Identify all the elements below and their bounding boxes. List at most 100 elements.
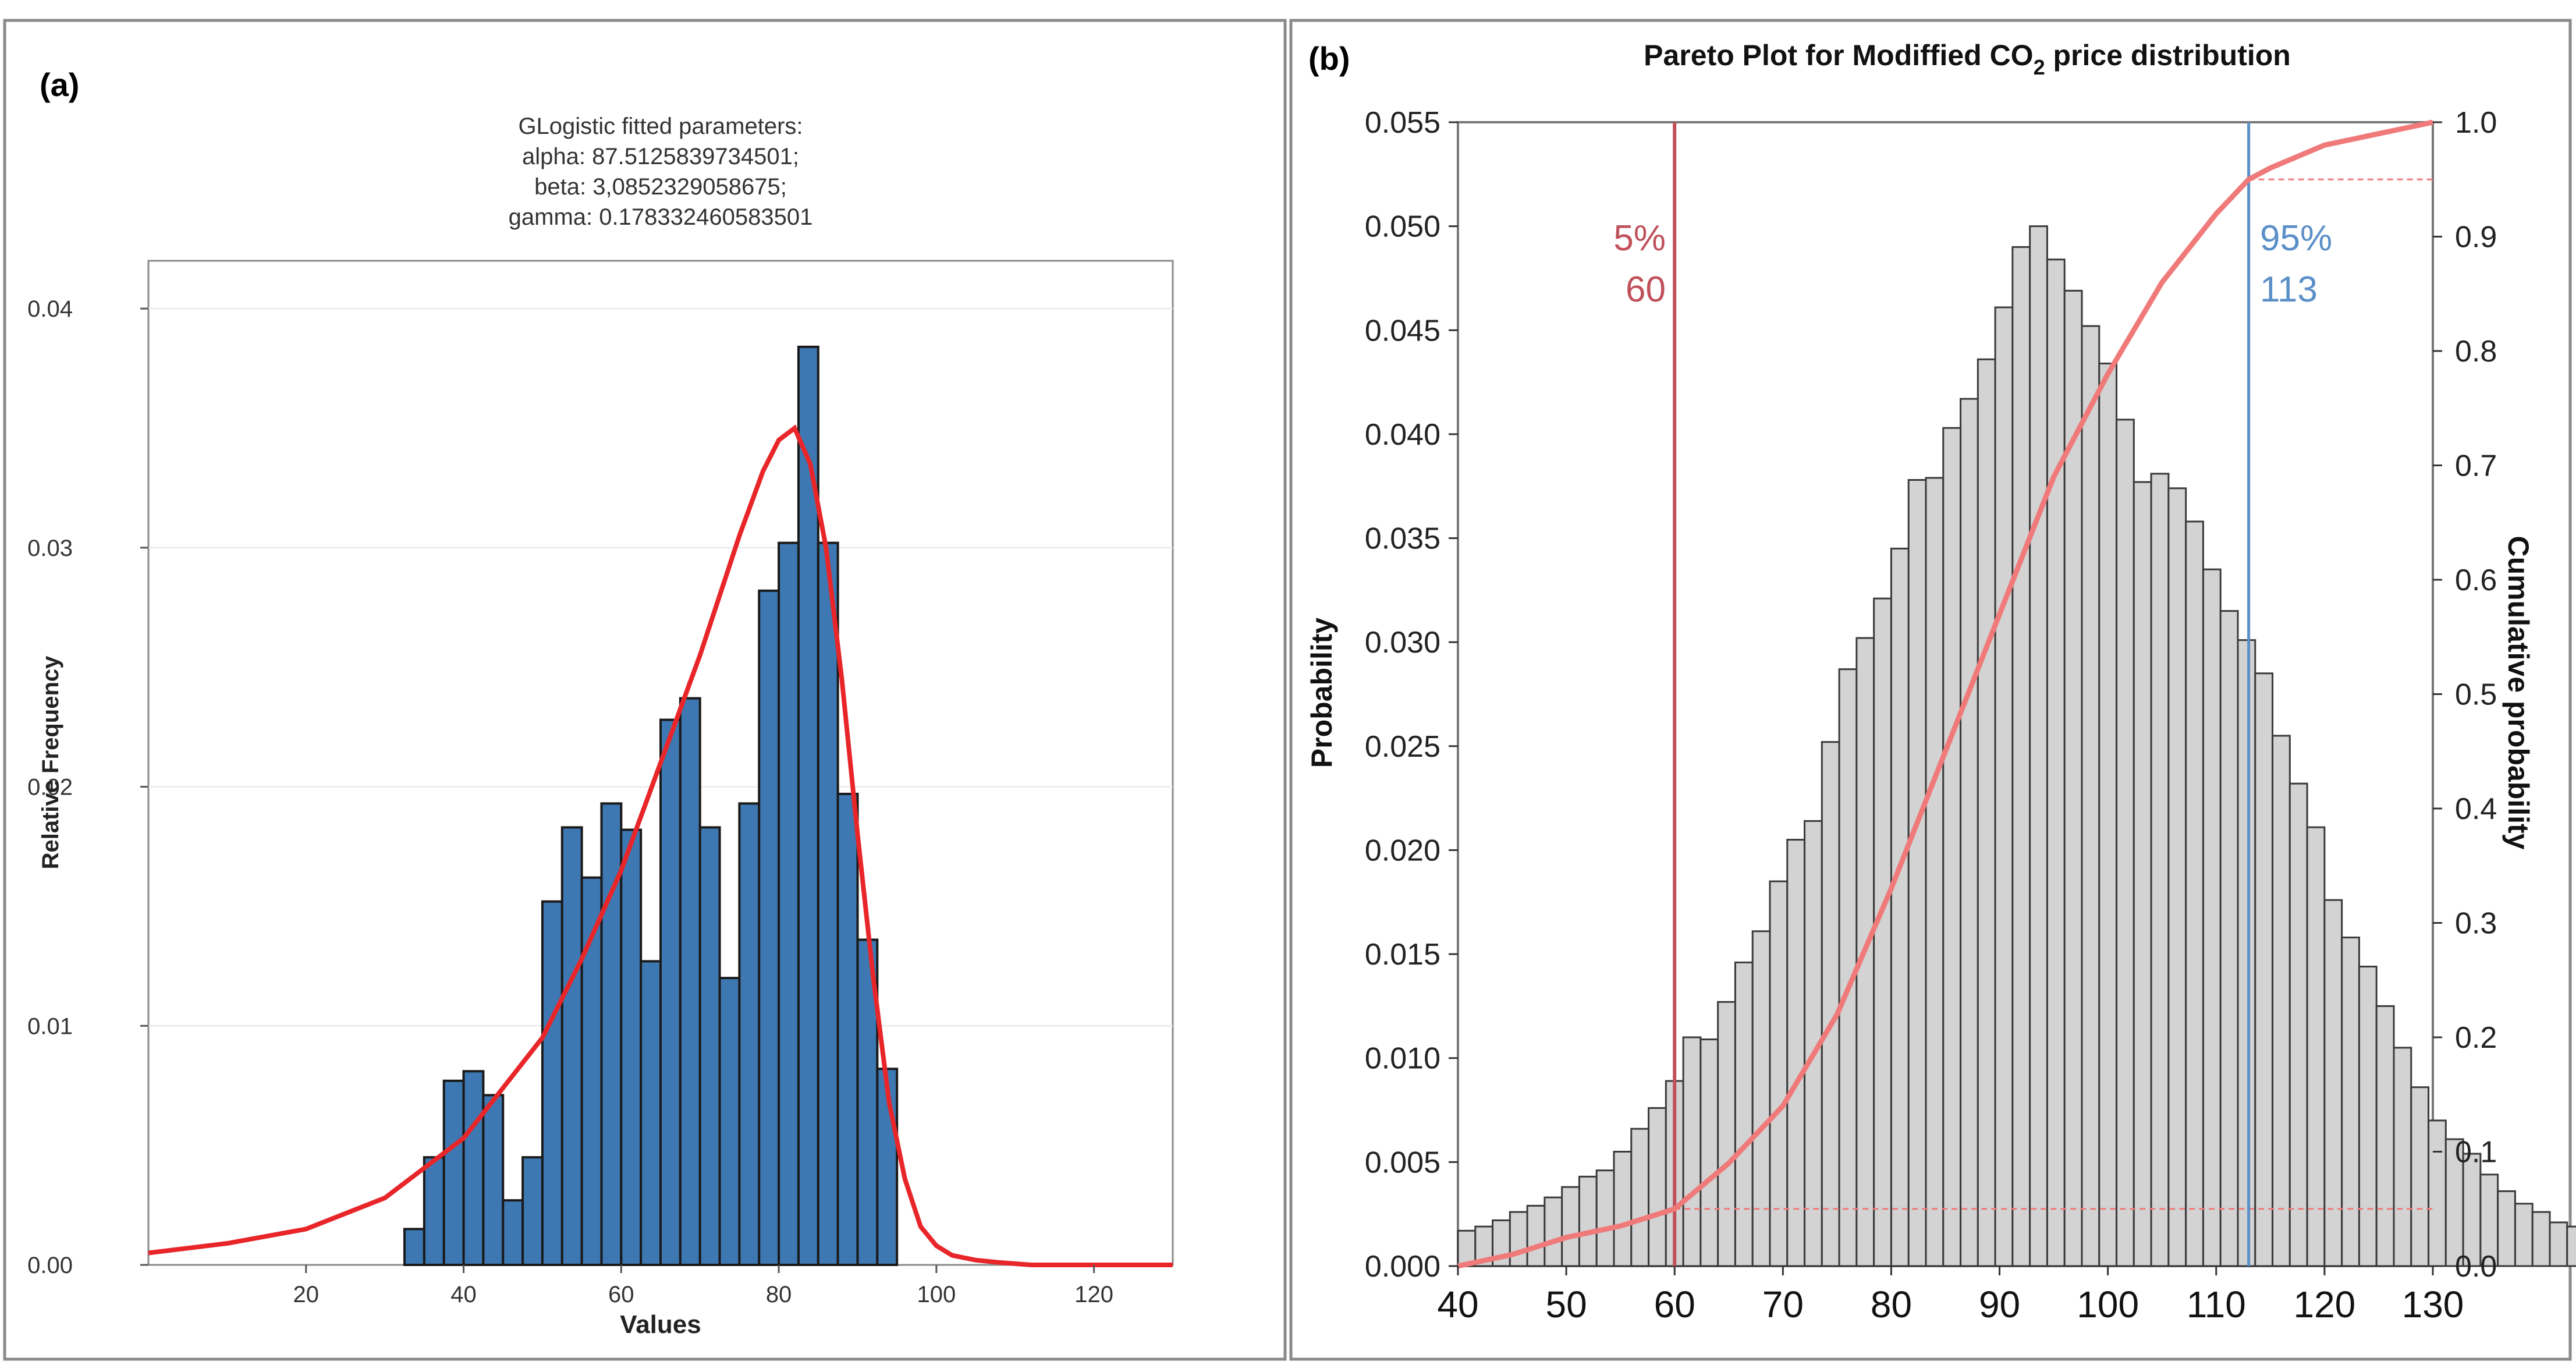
panel-b-bar-46	[2254, 672, 2274, 1267]
panel-b-bar-27	[1925, 477, 1945, 1267]
panel-b-bar-55	[2410, 1086, 2430, 1267]
panel-b-marker-95-pct: 95%	[2260, 218, 2332, 258]
panel-b-y2tick-label-3: 0.3	[2455, 907, 2497, 941]
panel-b-bar-31	[1994, 306, 2014, 1267]
panel-b-y2tick-label-8: 0.8	[2455, 335, 2497, 368]
panel-b-xtick-label-7: 110	[2187, 1284, 2246, 1325]
panel-a-bar-22	[836, 792, 859, 1266]
panel-b-bar-30	[1977, 358, 1996, 1267]
panel-b-ytick-label-11: 0.055	[1365, 106, 1440, 140]
panel-b-y2tick-label-0: 0.0	[2455, 1250, 2497, 1284]
panel-a-gridlines	[148, 308, 1173, 1027]
panel-b-bar-16	[1734, 961, 1754, 1267]
panel-b-xtick-label-5: 90	[1979, 1284, 2020, 1325]
panel-b-y2tick-label-1: 0.1	[2455, 1136, 2497, 1169]
panel-b-bar-52	[2358, 966, 2378, 1267]
panel-b-bar-10	[1630, 1128, 1650, 1267]
panel-b-bar-63	[2549, 1221, 2568, 1267]
panel-b-bar-62	[2531, 1211, 2551, 1267]
panel-a-xtick-label-1: 40	[450, 1282, 477, 1307]
panel-b-bar-48	[2288, 782, 2308, 1267]
panel-a-x-label: Values	[620, 1310, 701, 1339]
panel-a-xtick-label-0: 20	[293, 1282, 320, 1307]
panel-b-bar-29	[1960, 398, 1979, 1267]
panel-a-bar-12	[640, 960, 662, 1266]
panel-b-cumulative-curve	[1457, 119, 2433, 1269]
panel-a-bar-16	[718, 977, 741, 1266]
panel-b-ytick-label-2: 0.010	[1365, 1042, 1440, 1076]
panel-b-marker-95-value: 113	[2260, 270, 2318, 310]
panel-a-bar-6	[521, 1156, 544, 1267]
panel-b-bar-25	[1890, 547, 1910, 1267]
panel-b-bar-58	[2462, 1153, 2482, 1267]
panel-b-bar-47	[2272, 735, 2291, 1267]
panel-b-bar-28	[1942, 427, 1962, 1267]
panel-a-bar-18	[758, 589, 780, 1266]
panel-a-fit-curve	[148, 424, 1173, 1267]
panel-b-ytick-label-0: 0.000	[1365, 1250, 1440, 1284]
panel-a-bar-0	[403, 1228, 425, 1266]
panel-b-bar-57	[2444, 1138, 2464, 1267]
panel-a-bar-14	[679, 697, 701, 1267]
panel-a-caption-line4: gamma: 0.178332460583501	[509, 204, 813, 230]
panel-b-bar-60	[2497, 1190, 2516, 1267]
panel-a-caption-line3: beta: 3,0852329058675;	[534, 174, 787, 200]
panel-b-title-main: Pareto Plot for Modiffied CO	[1644, 39, 2033, 72]
panel-b-bar-38	[2116, 419, 2135, 1267]
panel-b-bar-45	[2237, 639, 2256, 1267]
panel-b-bar-51	[2341, 937, 2360, 1267]
panel-b-y2tick-label-4: 0.4	[2455, 792, 2497, 826]
panel-b-bars	[1457, 225, 2576, 1267]
panel-a-label: (a)	[40, 66, 79, 103]
panel-b-y2tick-label-10: 1.0	[2455, 106, 2497, 140]
panel-b-bar-33	[2029, 225, 2048, 1267]
panel-b-bar-5	[1544, 1196, 1563, 1267]
panel-b-bar-40	[2150, 473, 2170, 1267]
panel-b-left-axis: 0.000 0.005 0.010 0.015 0.020 0.025 0.030 0.035…	[1365, 106, 1458, 1284]
panel-b-ytick-label-4: 0.020	[1365, 834, 1440, 867]
panel-a-bar-21	[817, 541, 839, 1267]
panel-b-y2-label: Cumulative probability	[2502, 536, 2535, 850]
panel-a-bar-7	[541, 900, 563, 1266]
panel-a-ytick-label-2: 0.02	[27, 775, 73, 800]
panel-b-xtick-label-2: 60	[1654, 1284, 1695, 1325]
panel-a-bar-1	[423, 1156, 445, 1267]
panel-b-title: Pareto Plot for Modiffied CO2 price dist…	[1644, 39, 2291, 79]
panel-b-bar-36	[2081, 325, 2100, 1267]
panel-b-bar-53	[2375, 1005, 2395, 1267]
panel-b-x-axis: 40 50 60 70 80 90 100 110 120 130	[1437, 1266, 2464, 1325]
panel-b-xtick-label-0: 40	[1437, 1284, 1478, 1325]
panel-b-bar-50	[2323, 899, 2343, 1267]
panel-a-ytick-label-1: 0.01	[27, 1013, 73, 1039]
panel-a-bar-15	[698, 826, 721, 1266]
panel-b-y2tick-label-5: 0.5	[2455, 678, 2497, 712]
panel-b-bar-6	[1561, 1186, 1580, 1267]
panel-b-bar-41	[2167, 487, 2187, 1267]
panel-b-xtick-label-8: 120	[2293, 1284, 2355, 1325]
panel-b-bar-34	[2046, 258, 2066, 1267]
panel-b-xtick-label-3: 70	[1762, 1284, 1804, 1325]
panel-a-ytick-label-3: 0.03	[27, 536, 73, 561]
panel-b-bar-64	[2566, 1225, 2576, 1267]
panel-b-bar-37	[2098, 362, 2118, 1267]
panel-b-label: (b)	[1308, 40, 1350, 77]
panel-a-bar-8	[560, 826, 583, 1266]
panel-b-bar-61	[2514, 1203, 2534, 1267]
panel-b-bar-49	[2306, 826, 2326, 1267]
panel-b-bar-22	[1838, 668, 1858, 1267]
panel-b-ytick-label-6: 0.030	[1365, 626, 1440, 660]
panel-b-bar-32	[2011, 246, 2031, 1267]
panel-a-xtick-label-5: 120	[1074, 1282, 1113, 1307]
panel-b-ytick-label-3: 0.015	[1365, 938, 1440, 972]
panel-b-bar-15	[1717, 1001, 1736, 1267]
panel-b-ytick-label-10: 0.050	[1365, 210, 1440, 244]
panel-b-bar-56	[2428, 1119, 2447, 1267]
panel-b-bar-39	[2133, 481, 2152, 1267]
panel-b-marker-5-value: 60	[1626, 270, 1666, 310]
panel-a-x-axis: 20 40 60 80 100 120	[293, 1265, 1113, 1307]
panel-b-bar-11	[1648, 1107, 1667, 1267]
panel-a-bar-13	[659, 718, 682, 1266]
panel-b-bar-19	[1786, 839, 1806, 1267]
panel-a-ytick-label-4: 0.04	[27, 296, 73, 322]
